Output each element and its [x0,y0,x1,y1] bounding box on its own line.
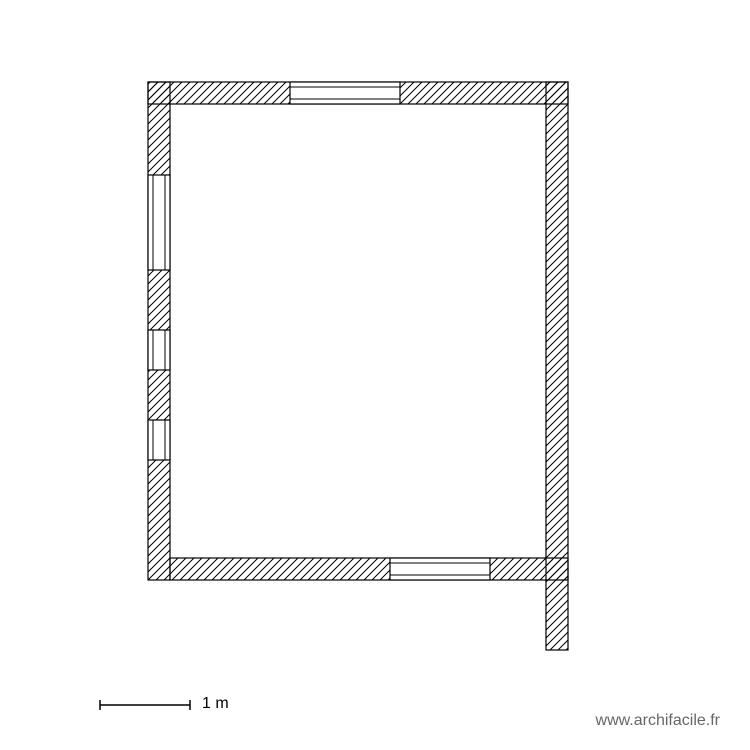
attribution-text: www.archifacile.fr [596,712,720,730]
wall-bottom [170,558,568,580]
opening-bottom [390,558,490,580]
scale-label: 1 m [202,695,229,713]
opening-top [290,82,400,104]
opening-left [148,420,170,460]
opening-left [148,175,170,270]
opening-left [148,330,170,370]
scale-bar [100,700,190,710]
floorplan-canvas [0,0,750,750]
